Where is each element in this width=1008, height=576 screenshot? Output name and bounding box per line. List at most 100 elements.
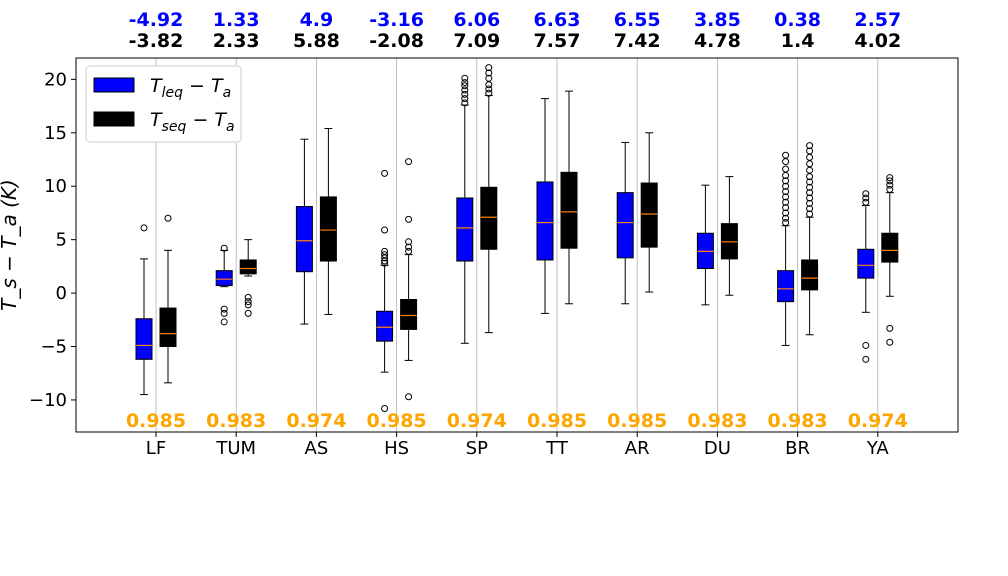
y-tick-label: 5	[56, 230, 67, 251]
flier-point	[806, 183, 814, 191]
top-label-leq-hs: -3.16	[369, 9, 424, 31]
box-body	[295, 206, 313, 273]
flier-point	[485, 74, 493, 82]
bottom-label-ar: 0.985	[607, 410, 667, 432]
flier-point	[806, 194, 814, 202]
box-leq-as	[295, 138, 313, 325]
box-layer	[135, 64, 899, 412]
flier-point	[461, 95, 469, 103]
x-tick-label-br: BR	[785, 438, 810, 459]
bottom-label-as: 0.974	[286, 410, 346, 432]
top-label-leq-ar: 6.55	[614, 9, 661, 31]
flier-point	[886, 177, 894, 185]
box-seq-lf	[159, 214, 177, 384]
box-seq-as	[319, 128, 337, 315]
x-tick-label-ya: YA	[866, 438, 890, 459]
flier-point	[381, 169, 389, 177]
x-tick-label-lf: LF	[146, 438, 166, 459]
top-label-seq-br: 1.4	[781, 30, 815, 52]
bottom-label-tum: 0.983	[206, 410, 266, 432]
flier-point	[405, 158, 413, 166]
y-tick-label: 20	[44, 69, 67, 90]
flier-point	[782, 182, 790, 190]
top-label-seq-hs: -2.08	[369, 30, 424, 52]
top-label-seq-ar: 7.42	[614, 30, 661, 52]
flier-point	[381, 404, 389, 412]
top-label-seq-as: 5.88	[293, 30, 340, 52]
x-tick-label-as: AS	[305, 438, 329, 459]
box-body	[777, 270, 795, 303]
flier-point	[461, 74, 469, 82]
box-leq-du	[696, 184, 714, 306]
y-tick-label: 15	[44, 123, 67, 144]
flier-point	[244, 309, 252, 317]
x-tick-label-du: DU	[704, 438, 731, 459]
box-body	[480, 186, 498, 250]
box-leq-br	[777, 151, 795, 346]
legend: Tleq − Ta Tseq − Ta	[85, 65, 242, 143]
top-label-seq-tum: 2.33	[213, 30, 260, 52]
legend-swatch-leq	[93, 77, 135, 93]
top-label-leq-tum: 1.33	[213, 9, 260, 31]
top-label-leq-sp: 6.06	[453, 9, 500, 31]
flier-point	[806, 142, 814, 150]
top-label-seq-ya: 4.02	[854, 30, 901, 52]
flier-point	[461, 90, 469, 98]
flier-point	[405, 215, 413, 223]
top-label-leq-lf: -4.92	[129, 9, 184, 31]
top-label-leq-tt: 6.63	[534, 9, 581, 31]
flier-point	[485, 85, 493, 93]
flier-point	[405, 393, 413, 401]
top-label-seq-du: 4.78	[694, 30, 741, 52]
x-tick-label-ar: AR	[625, 438, 650, 459]
flier-point	[140, 224, 148, 232]
y-tick-label: 0	[56, 283, 67, 304]
vertical-gridlines	[155, 58, 879, 432]
box-seq-ya	[881, 174, 899, 346]
flier-point	[886, 338, 894, 346]
box-body	[616, 192, 634, 259]
top-label-leq-du: 3.85	[694, 9, 741, 31]
flier-point	[806, 205, 814, 213]
flier-point	[886, 181, 894, 189]
flier-point	[886, 174, 894, 182]
box-body	[881, 232, 899, 263]
flier-point	[886, 324, 894, 332]
legend-label-leq: Tleq − Ta	[150, 75, 231, 101]
box-leq-tt	[536, 98, 554, 314]
flier-point	[862, 190, 870, 198]
plot-frame	[75, 57, 959, 433]
flier-point	[405, 247, 413, 255]
box-leq-ya	[857, 190, 875, 363]
box-body	[239, 259, 257, 275]
x-tick-label-sp: SP	[466, 438, 488, 459]
flier-point	[862, 194, 870, 202]
flier-point	[485, 69, 493, 77]
top-label-leq-ya: 2.57	[854, 9, 901, 31]
x-tick-label-hs: HS	[384, 438, 409, 459]
flier-point	[806, 199, 814, 207]
flier-point	[782, 219, 790, 227]
flier-point	[220, 305, 228, 313]
y-tick-label: 10	[44, 176, 67, 197]
flier-point	[381, 247, 389, 255]
box-seq-ar	[640, 132, 658, 293]
box-body	[801, 259, 819, 291]
flier-point	[485, 64, 493, 72]
box-seq-du	[720, 176, 738, 296]
flier-point	[862, 198, 870, 206]
box-leq-hs	[376, 169, 394, 412]
box-leq-tum	[215, 244, 233, 326]
flier-point	[782, 165, 790, 173]
flier-point	[862, 341, 870, 349]
box-seq-hs	[400, 158, 418, 401]
flier-point	[782, 193, 790, 201]
bottom-label-sp: 0.974	[447, 410, 507, 432]
box-seq-sp	[480, 64, 498, 334]
flier-point	[782, 214, 790, 222]
bottom-label-lf: 0.985	[126, 410, 186, 432]
annotation-labels: -4.92-3.82 0.985 1.332.33 0.983 4.95.88 0.974…	[126, 9, 908, 432]
top-label-leq-as: 4.9	[300, 9, 334, 31]
flier-point	[806, 178, 814, 186]
